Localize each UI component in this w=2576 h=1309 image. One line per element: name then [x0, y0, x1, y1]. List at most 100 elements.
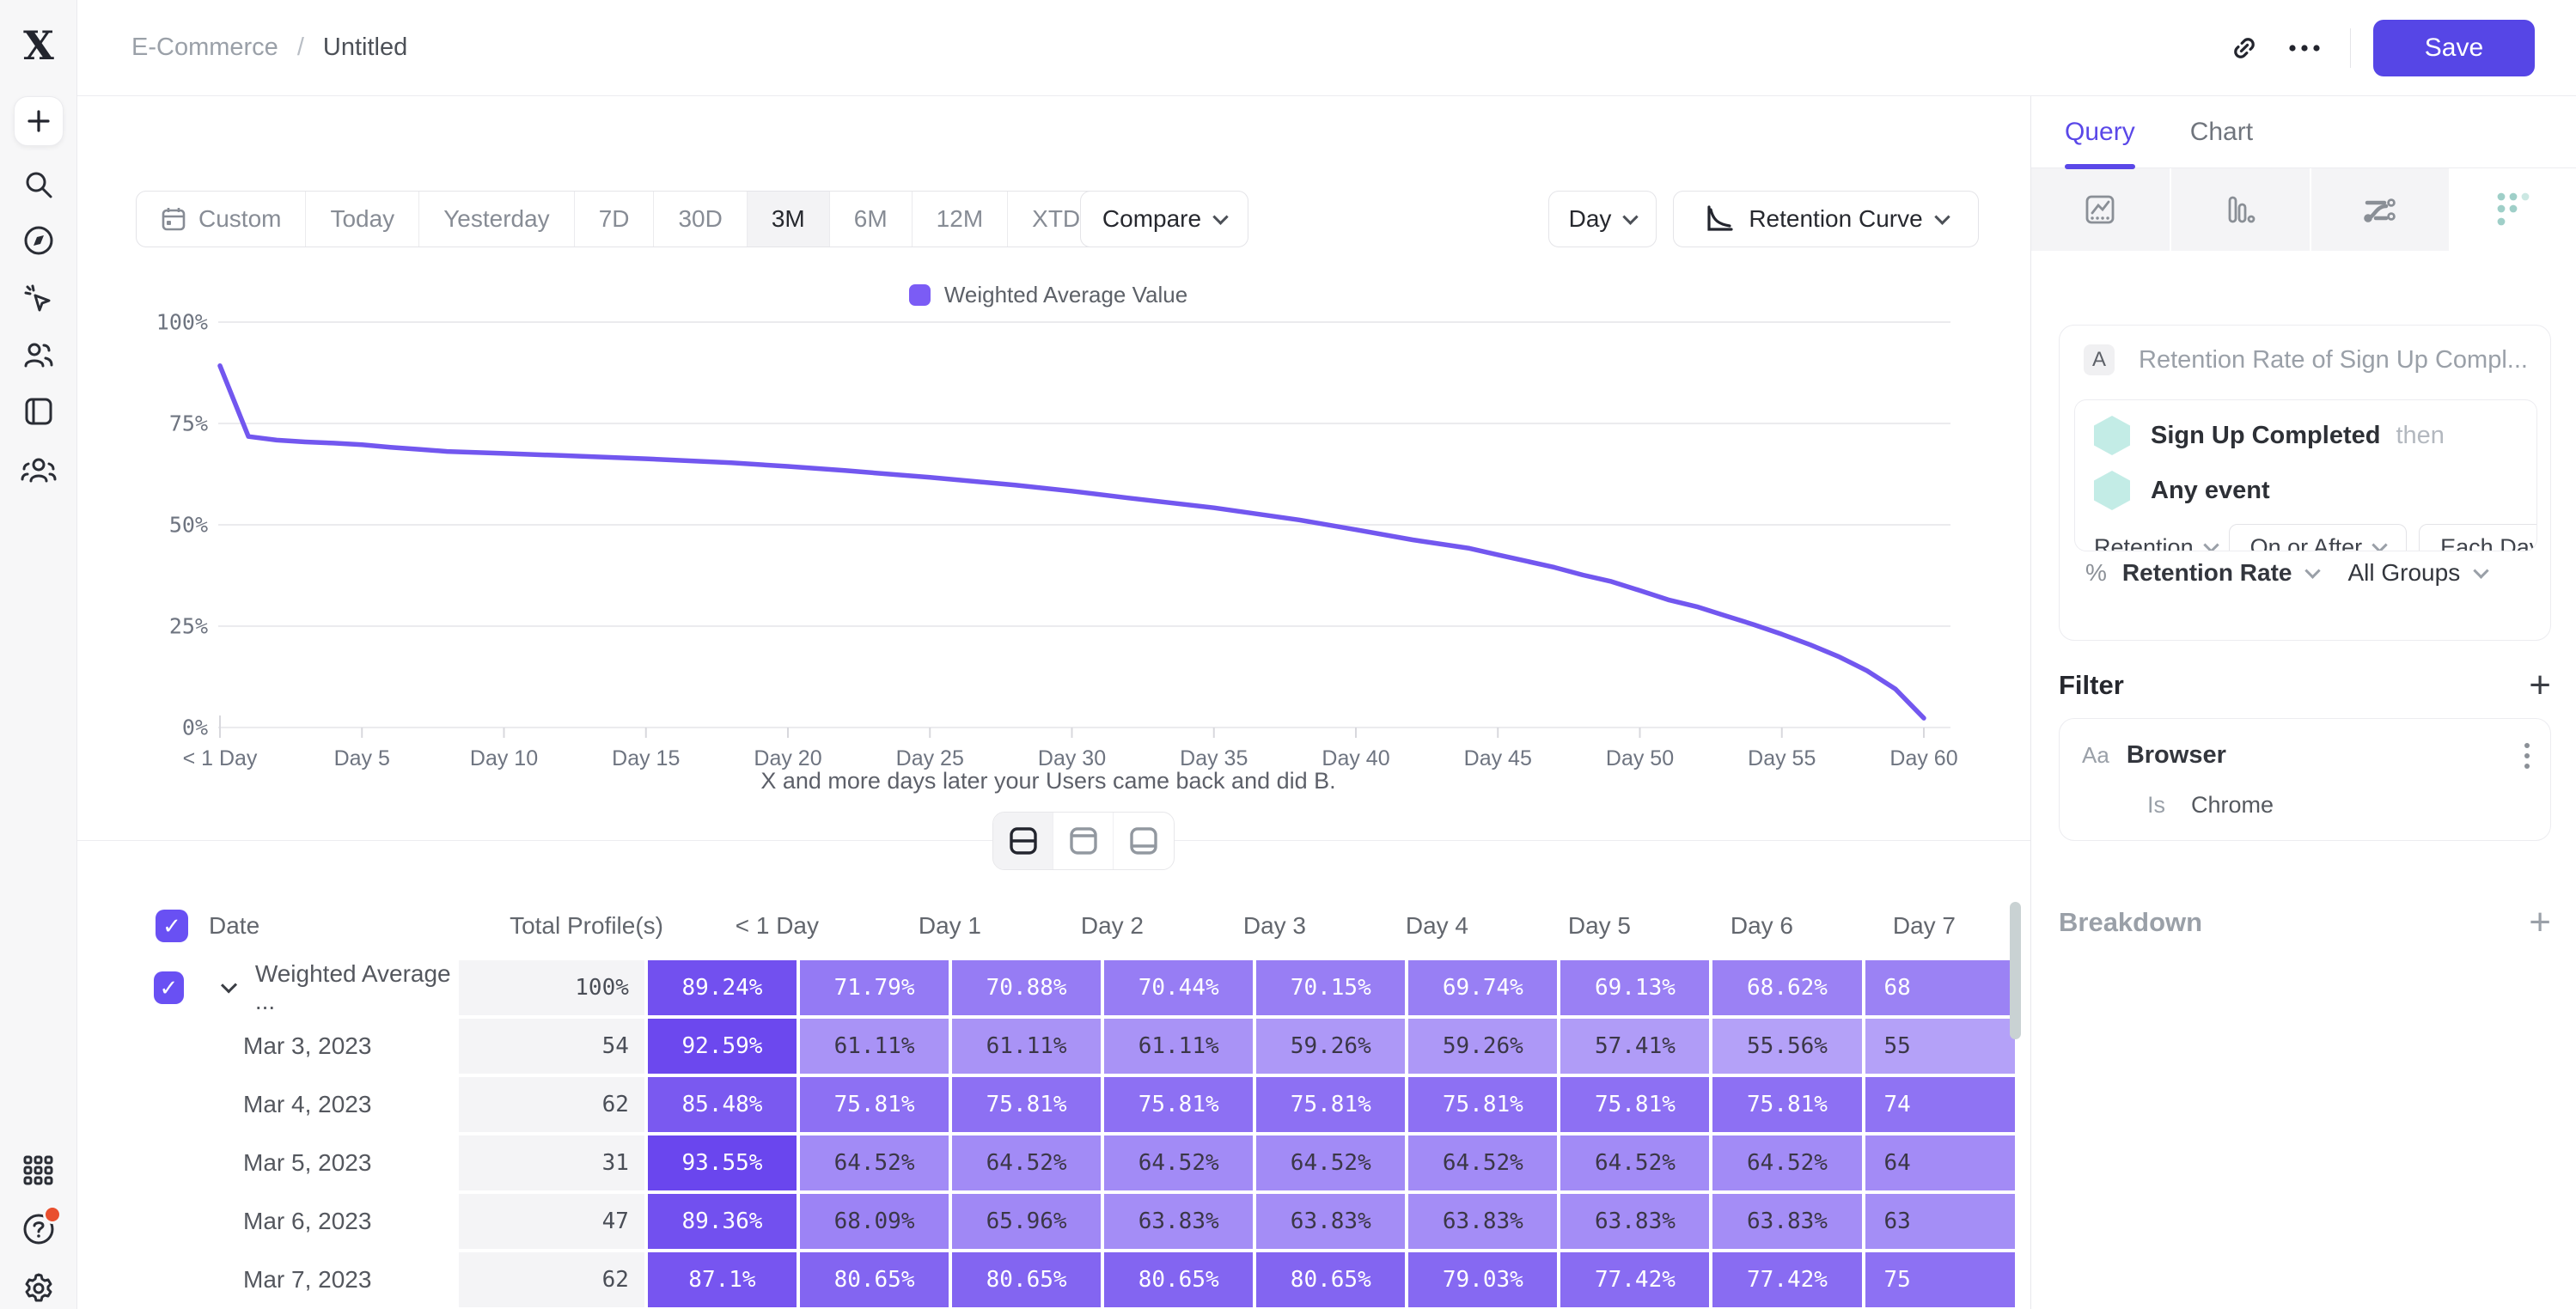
retention-cell[interactable]: 71.79%: [799, 960, 949, 1015]
retention-cell-clipped[interactable]: 55: [1865, 1019, 2015, 1074]
retention-cell[interactable]: 61.11%: [799, 1019, 949, 1074]
retention-cell[interactable]: 70.88%: [952, 960, 1102, 1015]
column-header-total[interactable]: Total Profile(s): [510, 912, 663, 939]
row-label[interactable]: Weighted Average ...: [254, 960, 451, 1014]
retention-cell[interactable]: 64.52%: [1560, 1135, 1710, 1190]
retention-cell[interactable]: 80.65%: [1256, 1252, 1406, 1307]
retention-cell[interactable]: 85.48%: [647, 1077, 797, 1132]
sidebar-item-notebooks[interactable]: [0, 395, 77, 428]
column-header-day[interactable]: < 1 Day: [735, 912, 819, 939]
retention-cell[interactable]: 55.56%: [1712, 1019, 1862, 1074]
row-date[interactable]: Mar 4, 2023: [243, 1091, 372, 1117]
retention-cell[interactable]: 59.26%: [1408, 1019, 1558, 1074]
layout-split-button[interactable]: [993, 813, 1053, 869]
retention-cell[interactable]: 80.65%: [1104, 1252, 1254, 1307]
save-button[interactable]: Save: [2373, 19, 2535, 76]
retention-cell[interactable]: 61.11%: [1104, 1019, 1254, 1074]
measure-dropdown[interactable]: Retention Rate: [2121, 559, 2292, 586]
retention-cell[interactable]: 63.83%: [1560, 1194, 1710, 1249]
retention-cell[interactable]: 89.36%: [647, 1194, 797, 1249]
retention-cell[interactable]: 75.81%: [1256, 1077, 1406, 1132]
retention-cell[interactable]: 63.83%: [1104, 1194, 1254, 1249]
retention-cell[interactable]: 64.52%: [1104, 1135, 1254, 1190]
insight-type-retention[interactable]: [2451, 168, 2576, 251]
column-header-day[interactable]: Day 7: [1892, 912, 1956, 939]
range-custom[interactable]: Custom: [137, 192, 307, 247]
retention-cell[interactable]: 80.65%: [799, 1252, 949, 1307]
filter-value[interactable]: Chrome: [2191, 792, 2274, 818]
retention-cell[interactable]: 75.81%: [1408, 1077, 1558, 1132]
retention-cell[interactable]: 64.52%: [1256, 1135, 1406, 1190]
groups-dropdown[interactable]: All Groups: [2347, 559, 2461, 586]
row-date[interactable]: Mar 6, 2023: [243, 1208, 372, 1234]
series-title[interactable]: Retention Rate of Sign Up Compl...: [2139, 345, 2528, 374]
range-6m[interactable]: 6M: [830, 192, 913, 247]
sidebar-item-help[interactable]: [0, 1205, 77, 1247]
retention-cell[interactable]: 59.26%: [1256, 1019, 1406, 1074]
retention-cell-clipped[interactable]: 74: [1865, 1077, 2015, 1132]
layout-chart-only-button[interactable]: [1053, 813, 1114, 869]
retention-cell[interactable]: 69.74%: [1408, 960, 1558, 1015]
row-checkbox[interactable]: ✓: [154, 971, 184, 1004]
retention-cell[interactable]: 75.81%: [1560, 1077, 1710, 1132]
breadcrumb-page[interactable]: Untitled: [322, 33, 408, 61]
add-breakdown-button[interactable]: +: [2529, 901, 2551, 943]
copy-link-button[interactable]: [2214, 18, 2274, 78]
retention-cell[interactable]: 75.81%: [799, 1077, 949, 1132]
retention-line-chart[interactable]: 100% 75% 50% 25% 0% < 1 Day Day 5 Day 10 Day 15 D…: [129, 309, 1968, 842]
retention-cell[interactable]: 70.44%: [1104, 960, 1254, 1015]
event-step-1[interactable]: Sign Up Completed then: [2075, 416, 2536, 455]
range-yesterday[interactable]: Yesterday: [419, 192, 575, 247]
filter-operator[interactable]: Is: [2147, 792, 2166, 818]
column-header-day[interactable]: Day 1: [918, 912, 981, 939]
range-3m[interactable]: 3M: [747, 192, 830, 247]
retention-cell[interactable]: 77.42%: [1560, 1252, 1710, 1307]
sidebar-item-events[interactable]: [0, 282, 77, 316]
retention-cell[interactable]: 63.83%: [1408, 1194, 1558, 1249]
insight-type-trends[interactable]: [2031, 168, 2171, 251]
interval-dropdown[interactable]: Each Day: [2419, 524, 2536, 551]
retention-cell-clipped[interactable]: 75: [1865, 1252, 2015, 1307]
sidebar-item-profiles[interactable]: [0, 338, 77, 372]
sidebar-item-cohorts[interactable]: [0, 454, 77, 486]
retention-mode-dropdown[interactable]: Retention: [2094, 534, 2219, 551]
sidebar-item-explore[interactable]: [0, 224, 77, 257]
row-date[interactable]: Mar 7, 2023: [243, 1266, 372, 1293]
operator-dropdown[interactable]: On or After: [2228, 524, 2408, 551]
retention-cell[interactable]: 77.42%: [1712, 1252, 1862, 1307]
range-xtd[interactable]: XTD: [1008, 192, 1127, 247]
retention-cell-clipped[interactable]: 64: [1865, 1135, 2015, 1190]
column-header-day[interactable]: Day 6: [1730, 912, 1793, 939]
range-7d[interactable]: 7D: [575, 192, 655, 247]
granularity-dropdown[interactable]: Day: [1548, 191, 1657, 247]
retention-cell[interactable]: 93.55%: [647, 1135, 797, 1190]
column-header-day[interactable]: Day 2: [1080, 912, 1144, 939]
insight-type-flows[interactable]: [2310, 168, 2451, 251]
layout-table-only-button[interactable]: [1114, 813, 1174, 869]
retention-cell[interactable]: 61.11%: [952, 1019, 1102, 1074]
event-1-label[interactable]: Sign Up Completed: [2151, 421, 2381, 449]
more-options-button[interactable]: [2274, 18, 2335, 78]
retention-cell[interactable]: 75.81%: [1104, 1077, 1254, 1132]
row-date[interactable]: Mar 5, 2023: [243, 1149, 372, 1176]
retention-cell[interactable]: 64.52%: [1712, 1135, 1862, 1190]
breadcrumb-workspace[interactable]: E-Commerce: [131, 33, 278, 61]
compare-dropdown[interactable]: Compare: [1080, 191, 1248, 247]
range-12m[interactable]: 12M: [913, 192, 1009, 247]
range-today[interactable]: Today: [306, 192, 420, 247]
retention-cell[interactable]: 64.52%: [799, 1135, 949, 1190]
select-all-checkbox[interactable]: ✓: [156, 910, 188, 942]
retention-cell[interactable]: 64.52%: [1408, 1135, 1558, 1190]
expand-chevron-icon[interactable]: [220, 977, 237, 994]
range-30d[interactable]: 30D: [654, 192, 748, 247]
retention-cell[interactable]: 65.96%: [952, 1194, 1102, 1249]
retention-cell[interactable]: 75.81%: [952, 1077, 1102, 1132]
tab-query[interactable]: Query: [2065, 96, 2135, 169]
retention-cell-clipped[interactable]: 63: [1865, 1194, 2015, 1249]
retention-cell[interactable]: 79.03%: [1408, 1252, 1558, 1307]
sidebar-item-settings[interactable]: [0, 1269, 77, 1304]
app-logo[interactable]: X: [23, 22, 54, 69]
column-header-date[interactable]: Date: [209, 912, 260, 939]
filter-menu-button[interactable]: [2524, 742, 2530, 769]
retention-cell-clipped[interactable]: 68: [1865, 960, 2015, 1015]
